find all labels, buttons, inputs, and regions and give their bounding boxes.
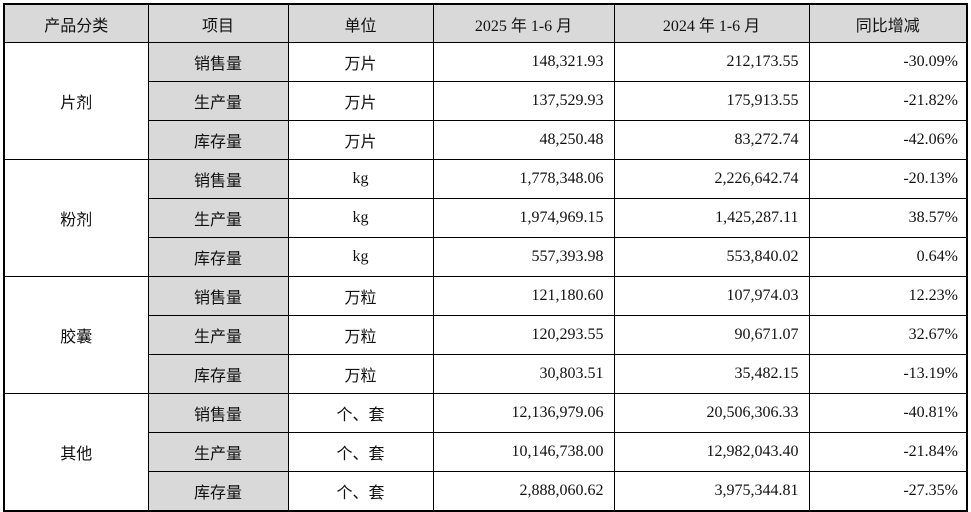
change-cell: -40.81%	[808, 393, 968, 433]
item-cell: 库存量	[147, 471, 289, 512]
change-cell: -42.06%	[808, 120, 968, 160]
header-unit: 单位	[287, 3, 434, 43]
item-cell: 库存量	[147, 354, 289, 394]
table-row: 生产量 kg 1,974,969.15 1,425,287.11 38.57%	[4, 198, 968, 238]
unit-cell: 个、套	[287, 432, 434, 472]
table-row: 粉剂 销售量 kg 1,778,348.06 2,226,642.74 -20.…	[3, 159, 968, 277]
header-item: 项目	[147, 3, 289, 43]
value-2024-cell: 83,272.74	[613, 120, 810, 160]
value-2025-cell: 12,136,979.06	[432, 393, 615, 433]
header-period-2025: 2025 年 1-6 月	[432, 3, 615, 43]
value-2024-cell: 2,226,642.74	[613, 159, 810, 199]
unit-cell: 万片	[287, 120, 434, 160]
unit-cell: 万粒	[287, 315, 434, 355]
production-sales-table: 产品分类 项目 单位 2025 年 1-6 月 2024 年 1-6 月 同比增…	[3, 3, 968, 512]
item-cell: 销售量	[147, 393, 289, 433]
item-cell: 销售量	[147, 276, 289, 316]
change-cell: 12.23%	[808, 276, 968, 316]
value-2025-cell: 1,778,348.06	[432, 159, 615, 199]
production-sales-table-wrap: 产品分类 项目 单位 2025 年 1-6 月 2024 年 1-6 月 同比增…	[3, 3, 968, 512]
value-2025-cell: 121,180.60	[432, 276, 615, 316]
value-2025-cell: 30,803.51	[432, 354, 615, 394]
value-2024-cell: 3,975,344.81	[613, 471, 810, 512]
item-cell: 生产量	[147, 81, 289, 121]
unit-cell: kg	[287, 159, 434, 199]
table-row: 生产量 万粒 120,293.55 90,671.07 32.67%	[4, 315, 968, 355]
change-cell: -21.82%	[808, 81, 968, 121]
table-row: 库存量 万片 48,250.48 83,272.74 -42.06%	[4, 120, 968, 160]
table-row: 库存量 万粒 30,803.51 35,482.15 -13.19%	[4, 354, 968, 394]
item-cell: 库存量	[147, 120, 289, 160]
category-cell: 其他	[3, 393, 149, 512]
value-2025-cell: 148,321.93	[432, 42, 615, 82]
item-cell: 生产量	[147, 315, 289, 355]
unit-cell: 万粒	[287, 354, 434, 394]
value-2024-cell: 175,913.55	[613, 81, 810, 121]
change-cell: 38.57%	[808, 198, 968, 238]
unit-cell: 万粒	[287, 276, 434, 316]
value-2024-cell: 1,425,287.11	[613, 198, 810, 238]
table-header-row: 产品分类 项目 单位 2025 年 1-6 月 2024 年 1-6 月 同比增…	[3, 3, 968, 43]
change-cell: -21.84%	[808, 432, 968, 472]
value-2025-cell: 557,393.98	[432, 237, 615, 277]
value-2024-cell: 90,671.07	[613, 315, 810, 355]
item-cell: 销售量	[147, 159, 289, 199]
unit-cell: kg	[287, 198, 434, 238]
item-cell: 销售量	[147, 42, 289, 82]
unit-cell: 个、套	[287, 393, 434, 433]
value-2025-cell: 120,293.55	[432, 315, 615, 355]
table-row: 其他 销售量 个、套 12,136,979.06 20,506,306.33 -…	[3, 393, 968, 512]
category-cell: 片剂	[3, 42, 149, 160]
change-cell: -27.35%	[808, 471, 968, 512]
item-cell: 生产量	[147, 198, 289, 238]
value-2025-cell: 2,888,060.62	[432, 471, 615, 512]
unit-cell: 万片	[287, 42, 434, 82]
header-change: 同比增减	[808, 3, 968, 43]
change-cell: -13.19%	[808, 354, 968, 394]
unit-cell: 万片	[287, 81, 434, 121]
value-2025-cell: 10,146,738.00	[432, 432, 615, 472]
value-2024-cell: 553,840.02	[613, 237, 810, 277]
value-2025-cell: 1,974,969.15	[432, 198, 615, 238]
table-row: 胶囊 销售量 万粒 121,180.60 107,974.03 12.23%	[3, 276, 968, 394]
value-2024-cell: 12,982,043.40	[613, 432, 810, 472]
header-period-2024: 2024 年 1-6 月	[613, 3, 810, 43]
value-2024-cell: 35,482.15	[613, 354, 810, 394]
change-cell: -20.13%	[808, 159, 968, 199]
value-2024-cell: 20,506,306.33	[613, 393, 810, 433]
value-2024-cell: 212,173.55	[613, 42, 810, 82]
unit-cell: 个、套	[287, 471, 434, 512]
value-2025-cell: 48,250.48	[432, 120, 615, 160]
change-cell: 0.64%	[808, 237, 968, 277]
table-row: 生产量 万片 137,529.93 175,913.55 -21.82%	[4, 81, 968, 121]
header-category: 产品分类	[3, 3, 149, 43]
table-row: 片剂 销售量 万片 148,321.93 212,173.55 -30.09%	[3, 42, 968, 160]
category-cell: 胶囊	[3, 276, 149, 394]
change-cell: 32.67%	[808, 315, 968, 355]
item-cell: 库存量	[147, 237, 289, 277]
unit-cell: kg	[287, 237, 434, 277]
value-2024-cell: 107,974.03	[613, 276, 810, 316]
change-cell: -30.09%	[808, 42, 968, 82]
table-row: 库存量 个、套 2,888,060.62 3,975,344.81 -27.35…	[4, 471, 968, 512]
table-row: 生产量 个、套 10,146,738.00 12,982,043.40 -21.…	[4, 432, 968, 472]
table-row: 库存量 kg 557,393.98 553,840.02 0.64%	[4, 237, 968, 277]
item-cell: 生产量	[147, 432, 289, 472]
value-2025-cell: 137,529.93	[432, 81, 615, 121]
category-cell: 粉剂	[3, 159, 149, 277]
